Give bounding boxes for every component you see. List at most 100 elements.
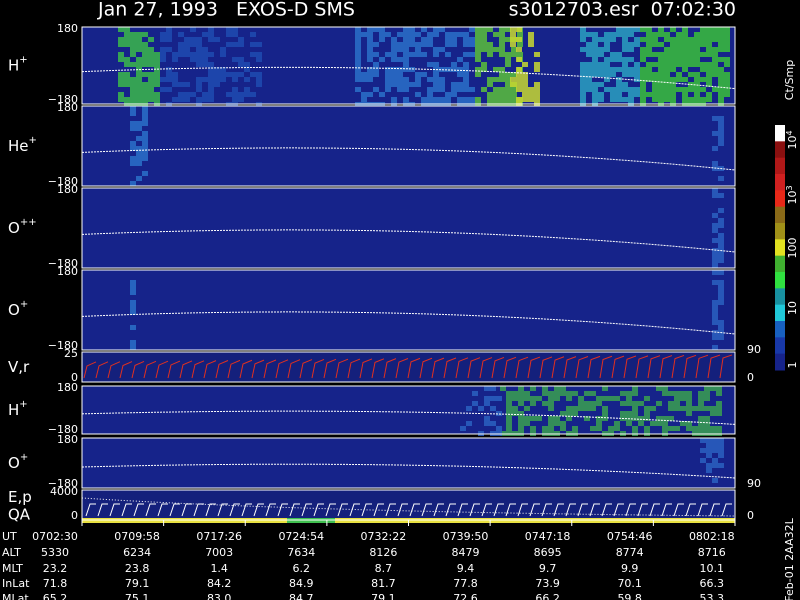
texture [646, 72, 652, 77]
texture [604, 87, 610, 92]
colorbar-step [775, 157, 785, 175]
texture [445, 97, 451, 102]
y-tick-label: 180 [57, 433, 78, 446]
colorbar-step [775, 288, 785, 306]
texture [202, 97, 208, 102]
texture [706, 52, 712, 57]
texture [487, 82, 493, 87]
texture [124, 27, 130, 32]
texture [610, 92, 616, 97]
texture [718, 320, 724, 325]
texture [499, 97, 505, 102]
texture [534, 62, 540, 67]
texture [676, 77, 682, 82]
texture [628, 27, 634, 32]
texture [469, 42, 475, 47]
texture [680, 391, 686, 396]
label-exp: 4 [785, 130, 794, 135]
texture [184, 82, 190, 87]
cell: 0717:26 [196, 530, 242, 543]
texture [493, 97, 499, 102]
texture [367, 77, 373, 82]
texture [712, 310, 718, 315]
texture [118, 37, 124, 42]
texture [439, 47, 445, 52]
texture [712, 116, 718, 121]
texture [457, 57, 463, 62]
texture [142, 32, 148, 37]
texture [208, 62, 214, 67]
texture [415, 52, 421, 57]
texture [496, 411, 502, 416]
texture [676, 87, 682, 92]
y-tick-label: −180 [48, 175, 78, 188]
cell: 77.8 [453, 577, 478, 590]
texture [184, 42, 190, 47]
texture [451, 92, 457, 97]
texture [566, 396, 572, 401]
texture [614, 426, 620, 431]
texture [451, 32, 457, 37]
texture [445, 42, 451, 47]
texture [130, 126, 136, 131]
texture [640, 82, 646, 87]
texture [674, 406, 680, 411]
texture [160, 37, 166, 42]
texture [130, 87, 136, 92]
texture [373, 52, 379, 57]
texture [361, 72, 367, 77]
cell: 23.2 [43, 562, 68, 575]
texture [196, 62, 202, 67]
texture [148, 82, 154, 87]
texture [481, 87, 487, 92]
texture [196, 52, 202, 57]
texture [427, 87, 433, 92]
texture [355, 52, 361, 57]
colorbar-label: 103 [785, 185, 800, 204]
texture [439, 87, 445, 92]
row-label: MLT [2, 562, 23, 575]
texture [524, 406, 530, 411]
texture [154, 57, 160, 62]
texture [634, 42, 640, 47]
texture [505, 62, 511, 67]
texture [391, 72, 397, 77]
texture [433, 82, 439, 87]
colorbar-step [775, 239, 785, 257]
texture [166, 27, 172, 32]
texture [136, 97, 142, 102]
texture [499, 52, 505, 57]
species: O [8, 219, 20, 237]
texture [506, 406, 512, 411]
texture [142, 141, 148, 146]
texture [628, 92, 634, 97]
texture [616, 87, 622, 92]
texture [457, 67, 463, 72]
texture [670, 87, 676, 92]
texture [534, 92, 540, 97]
texture [484, 421, 490, 426]
texture [397, 57, 403, 62]
texture [232, 32, 238, 37]
texture [724, 77, 730, 82]
texture [355, 42, 361, 47]
texture [638, 421, 644, 426]
cell: 79.1 [371, 592, 396, 600]
texture [646, 27, 652, 32]
texture [178, 92, 184, 97]
texture [256, 42, 262, 47]
texture [148, 47, 154, 52]
texture [391, 67, 397, 72]
texture [626, 411, 632, 416]
texture [415, 42, 421, 47]
texture [604, 67, 610, 72]
texture [718, 223, 724, 228]
texture [646, 52, 652, 57]
texture [620, 401, 626, 406]
texture [490, 406, 496, 411]
texture [160, 77, 166, 82]
texture [698, 401, 704, 406]
panel-frame [81, 269, 736, 351]
texture [724, 42, 730, 47]
texture [530, 396, 536, 401]
